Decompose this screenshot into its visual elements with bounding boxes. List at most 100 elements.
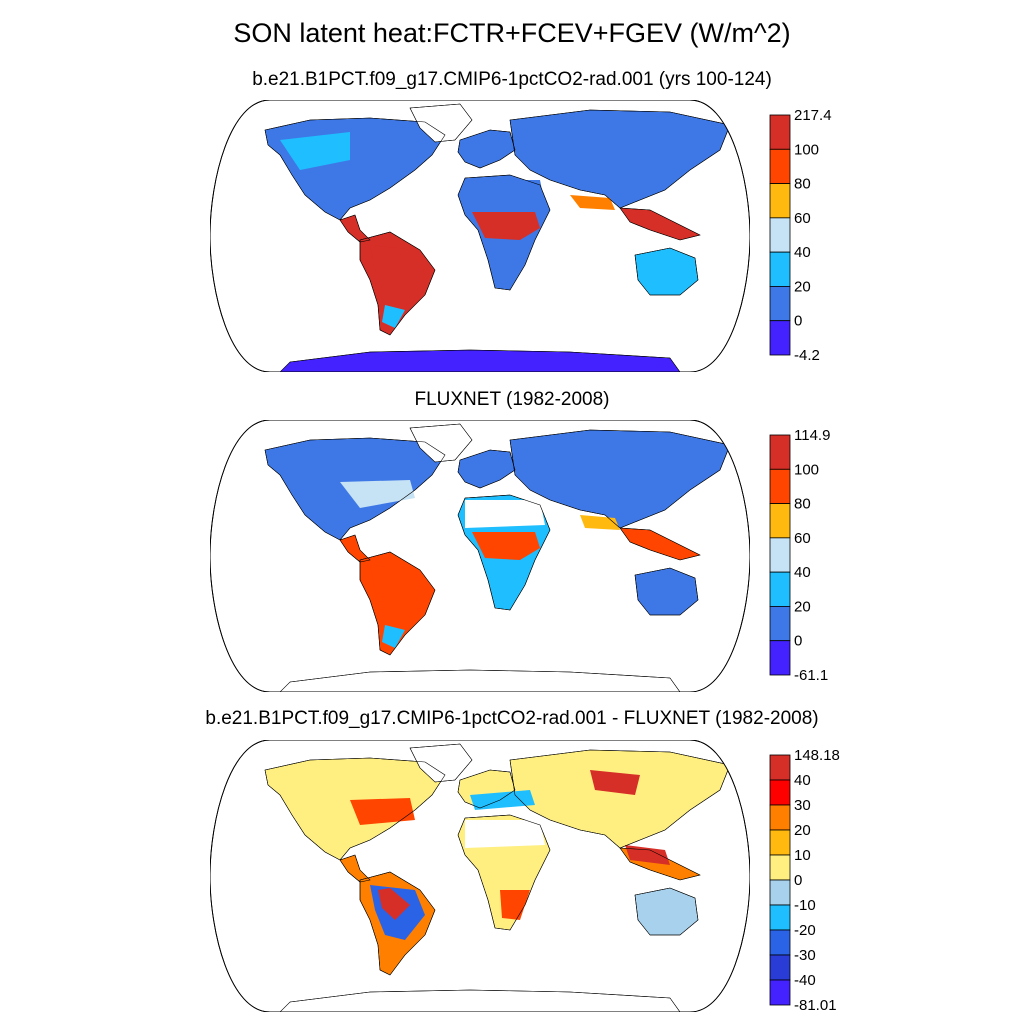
coastline [359, 231, 436, 336]
region-patch [570, 195, 615, 210]
colorbar-swatch [769, 979, 791, 1006]
colorbar-label: 0 [794, 633, 802, 650]
coastline [409, 103, 473, 143]
region-patch [382, 305, 405, 328]
coastline [457, 769, 516, 809]
colorbar-label: 60 [794, 210, 811, 227]
coastline [339, 534, 371, 563]
colorbar-label: 100 [794, 141, 819, 158]
region-patch [370, 245, 425, 300]
coastline [264, 437, 446, 541]
coastline [509, 109, 731, 209]
colorbar-swatch [769, 251, 791, 287]
region-patch [465, 820, 545, 848]
coastline [279, 349, 681, 372]
colorbar-swatch [769, 217, 791, 253]
colorbar-swatch [769, 286, 791, 322]
colorbar-swatch [769, 640, 791, 676]
colorbar-swatch [769, 929, 791, 956]
colorbar-label: -40 [794, 972, 816, 989]
colorbar-swatch [769, 434, 791, 470]
coastline [457, 174, 551, 291]
map-frame [210, 100, 750, 372]
colorbar-swatch [769, 754, 791, 781]
colorbar-label: 30 [794, 797, 811, 814]
colorbar-label: 40 [794, 564, 811, 581]
model-map [210, 100, 750, 372]
region-patch [590, 770, 640, 795]
region-patch [500, 890, 530, 920]
model-colorbar: 217.4 100 80 60 40 20 0 -4.2 [769, 107, 832, 364]
map-frame [210, 740, 750, 1012]
colorbar-label: 80 [794, 176, 811, 193]
model-panel-title: b.e21.B1PCT.f09_g17.CMIP6-1pctCO2-rad.00… [252, 69, 772, 90]
colorbar-label: -10 [794, 897, 816, 914]
colorbar-label: -61.1 [794, 667, 828, 684]
diff-colorbar: 148.18 40 30 20 10 0 -10 -20 -30 -40 -81.01 [769, 747, 840, 1014]
region-patch [378, 888, 410, 920]
obs-panel-title: FLUXNET (1982-2008) [414, 389, 610, 410]
colorbar-label: 80 [794, 496, 811, 513]
colorbar-label: 40 [794, 772, 811, 789]
coastline [409, 743, 473, 783]
colorbar-label: -30 [794, 947, 816, 964]
colorbar-label: 0 [794, 313, 802, 330]
colorbar-label: 10 [794, 847, 811, 864]
coastline [634, 887, 699, 936]
coastline [619, 847, 701, 881]
coastline [359, 871, 436, 976]
region-patch [472, 212, 540, 240]
colorbar-swatch [769, 879, 791, 906]
colorbar-label: 114.9 [794, 427, 830, 444]
obs-map [210, 420, 750, 692]
coastline [339, 854, 371, 883]
diff-map [210, 740, 750, 1012]
colorbar-swatch [769, 503, 791, 539]
coastline [457, 129, 516, 169]
region-patch [470, 790, 535, 810]
region-patch [340, 480, 415, 508]
colorbar-label: -20 [794, 922, 816, 939]
map-frame [210, 420, 750, 692]
colorbar-label: 100 [794, 461, 819, 478]
coastline [509, 749, 731, 849]
colorbar-label: 148.18 [794, 747, 840, 764]
region-patch [465, 500, 545, 528]
figure-title: SON latent heat:FCTR+FCEV+FGEV (W/m^2) [233, 18, 791, 48]
colorbar-swatch [769, 468, 791, 504]
coastline [264, 117, 446, 221]
colorbar-swatch [769, 829, 791, 856]
coastline [359, 551, 436, 656]
colorbar-label: 0 [794, 872, 802, 889]
coastline [409, 423, 473, 463]
coastline [279, 989, 681, 1012]
obs-colorbar: 114.9 100 80 60 40 20 0 -61.1 [769, 427, 830, 684]
region-patch [370, 565, 425, 620]
coastline [339, 214, 371, 243]
coastline [619, 207, 701, 241]
region-patch [350, 798, 415, 825]
region-patch [280, 132, 350, 170]
colorbar-label: -4.2 [794, 347, 820, 364]
region-patch [580, 515, 620, 530]
colorbar-swatch [769, 183, 791, 219]
colorbar-label: 20 [794, 822, 811, 839]
region-patch [625, 845, 670, 865]
coastline [619, 527, 701, 561]
coastline [457, 814, 551, 931]
colorbar-swatch [769, 148, 791, 184]
colorbar-label: 217.4 [794, 107, 832, 124]
colorbar-swatch [769, 904, 791, 931]
colorbar-swatch [769, 537, 791, 573]
coastline [457, 494, 551, 611]
colorbar-swatch [769, 804, 791, 831]
colorbar-swatch [769, 779, 791, 806]
colorbar-label: 20 [794, 278, 811, 295]
colorbar-swatch [769, 954, 791, 981]
colorbar-label: 40 [794, 244, 811, 261]
colorbar-swatch [769, 854, 791, 881]
region-patch [650, 260, 692, 285]
coastline [264, 757, 446, 861]
colorbar-label: 60 [794, 530, 811, 547]
colorbar-swatch [769, 114, 791, 150]
